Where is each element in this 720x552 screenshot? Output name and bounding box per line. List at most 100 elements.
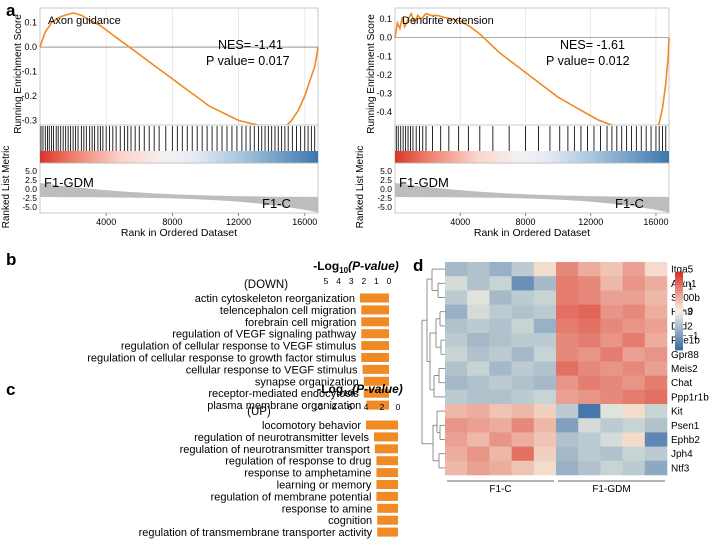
heatmap-cell	[489, 446, 512, 462]
legend-color-step	[675, 274, 683, 278]
heatmap-cell	[578, 389, 601, 405]
go-bar	[376, 468, 398, 478]
legend-color-step	[675, 290, 683, 294]
legend-color-step	[675, 324, 683, 327]
heatmap-cell	[644, 460, 668, 476]
go-bar	[377, 503, 398, 513]
heatmap-cell	[600, 418, 623, 433]
gsea-nes-label: NES= -1.41	[218, 38, 283, 52]
legend-color-step	[675, 285, 683, 288]
legend-color-step	[675, 292, 683, 296]
go-bar	[361, 305, 389, 315]
go-bar	[377, 527, 398, 537]
heatmap-cell	[622, 432, 646, 447]
row-dendrogram	[421, 268, 445, 469]
heatmap-cell	[556, 333, 579, 348]
heatmap-group-label: F1-GDM	[592, 484, 630, 495]
go-group-label: (UP)	[247, 406, 271, 418]
go-x-tick-label: 4	[336, 276, 341, 286]
gsea-running-score-line	[39, 12, 319, 129]
gsea-gridlines	[105, 8, 306, 140]
heatmap-cell	[600, 460, 623, 476]
gsea-metric-ticks: 5.02.50.0-2.5-5.0	[22, 166, 37, 212]
go-category-label: response to amphetamine	[244, 468, 371, 480]
gsea-metric-tick-label: -2.5	[377, 193, 392, 203]
heatmap-cell	[622, 418, 646, 433]
heatmap-cell	[600, 347, 623, 362]
heatmap-cell	[511, 347, 535, 362]
gsea-plot-dendrite-extension: 0.1 0.0 -0.1 -0.2 -0.3 -0.4 Dendrite extensio…	[355, 7, 670, 239]
heatmap-cell	[622, 404, 646, 419]
go-bar	[376, 480, 398, 489]
heatmap-cell	[578, 347, 601, 362]
heatmap-cell	[489, 347, 512, 362]
go-bar	[376, 491, 398, 501]
heatmap-row-label: Ppp1r1b	[671, 392, 709, 403]
heatmap-cell	[511, 446, 535, 462]
heatmap-cell	[489, 262, 512, 277]
go-axis-title-suffix: (P-value)	[348, 259, 399, 273]
heatmap-cell	[644, 262, 668, 277]
heatmap-cell	[622, 375, 646, 391]
heatmap-cell	[445, 333, 468, 348]
heatmap-cell	[622, 276, 646, 291]
heatmap-cell	[467, 290, 490, 305]
go-axis-title-prefix: -Log	[317, 382, 343, 396]
gsea-y-ticks: 0.1 0.0 -0.1 -0.2 -0.3	[21, 18, 37, 126]
heatmap-cell	[445, 375, 468, 391]
heatmap-cell	[622, 262, 646, 277]
heatmap-cell	[533, 361, 557, 376]
heatmap-cell	[467, 446, 490, 462]
heatmap-cell	[533, 460, 557, 476]
go-x-tick-label: 3	[349, 276, 354, 286]
heatmap-cell	[511, 460, 535, 476]
heatmap-cell	[533, 432, 557, 447]
heatmap-cell	[578, 404, 601, 419]
gsea-x-ticks: 4000 8000 12000 16000	[96, 213, 317, 227]
heatmap-cell	[467, 375, 490, 391]
gsea-y-tick-label: -0.2	[376, 70, 392, 80]
go-x-ticks: 10 8 6 4 2 0	[313, 402, 400, 412]
heatmap-cell	[445, 418, 468, 433]
heatmap-row-label: Itga5	[671, 265, 694, 276]
legend-color-step	[675, 347, 683, 351]
heatmap-cell	[644, 347, 668, 362]
go-group-label: (DOWN)	[244, 279, 288, 291]
heatmap-row-label: Gpr88	[671, 350, 699, 361]
gsea-metric-tick-label: 5.0	[380, 166, 392, 176]
heatmap-row-label: S100b	[671, 293, 700, 304]
go-category-label: regulation of response to drug	[225, 456, 371, 468]
go-category-label: regulation of VEGF signaling pathway	[172, 329, 357, 341]
gsea-hit-marks	[40, 126, 316, 151]
heatmap-row-label: Chat	[671, 378, 692, 389]
heatmap-cell	[600, 389, 623, 405]
gsea-left-group-label: F1-GDM	[399, 175, 449, 190]
heatmap-cell	[644, 290, 668, 305]
gsea-hit-marks	[395, 126, 667, 151]
gsea-x-tick-label: 8000	[515, 217, 535, 227]
legend-color-step	[675, 277, 683, 281]
gsea-left-group-label: F1-GDM	[44, 175, 94, 190]
go-category-label: regulation of cellular response to VEGF …	[121, 341, 357, 353]
heatmap-cell	[511, 333, 535, 348]
heatmap-cell	[511, 262, 535, 277]
go-bar	[377, 515, 398, 525]
gsea-metric-tick-label: 2.5	[380, 175, 392, 185]
go-bar	[366, 420, 398, 430]
go-category-label: receptor-mediated endocytosis	[208, 388, 359, 400]
heatmap-cell	[644, 446, 668, 462]
gsea-y-tick-label: 0.1	[379, 14, 392, 24]
legend-color-step	[675, 295, 683, 299]
go-bar	[376, 456, 398, 466]
legend-color-step	[675, 329, 683, 333]
expression-heatmap: Itga5Atxn1S100bHrh3Drd2Pde1bGpr88Meis2Ch…	[421, 262, 709, 495]
heatmap-cell	[489, 432, 512, 447]
heatmap-cell	[533, 276, 557, 291]
heatmap-cell	[644, 375, 668, 391]
heatmap-cell	[511, 389, 535, 405]
go-category-label: response to amine	[282, 503, 373, 515]
gsea-gridlines	[459, 8, 657, 140]
panel-letter-a: a	[6, 1, 16, 20]
